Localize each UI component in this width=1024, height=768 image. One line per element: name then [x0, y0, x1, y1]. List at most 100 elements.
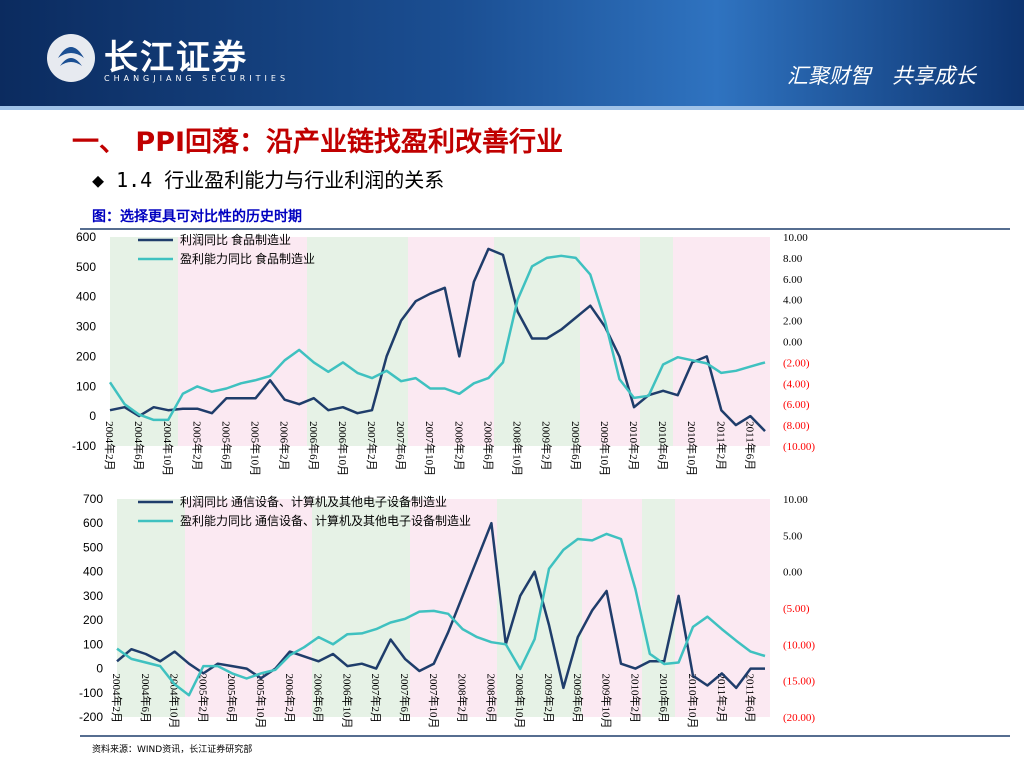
x-tick-label: 2010年2月	[628, 674, 642, 724]
series-line	[109, 247, 766, 432]
x-tick-label: 2005年6月	[219, 421, 233, 471]
title: 一、 PPI回落：沿产业链找盈利改善行业	[72, 127, 564, 158]
header-strip	[0, 106, 1024, 110]
series-line	[116, 521, 765, 690]
y2-tick-label: 2.00	[783, 316, 803, 328]
x-tick-label: 2007年6月	[398, 674, 412, 724]
period-band	[497, 499, 582, 717]
x-tick-label: 2007年2月	[369, 674, 383, 724]
series-line	[116, 532, 766, 697]
x-tick-label: 2007年2月	[365, 421, 379, 471]
period-band	[312, 499, 410, 717]
x-tick-label: 2011年6月	[743, 421, 757, 470]
x-tick-label: 2006年10月	[336, 421, 350, 476]
x-tick-label: 2010年10月	[685, 421, 699, 476]
x-tick-label: 2007年6月	[394, 421, 408, 471]
y-tick-label: 600	[83, 516, 103, 530]
x-tick-label: 2008年6月	[484, 674, 498, 724]
y2-tick-label: (10.00)	[783, 441, 815, 453]
header	[0, 0, 1024, 106]
y2-tick-label: 0.00	[783, 567, 803, 579]
y-tick-label: 0	[89, 409, 96, 423]
x-tick-label: 2004年10月	[161, 421, 175, 476]
x-tick-label: 2006年2月	[278, 421, 292, 471]
slogan: 汇聚财智 共享成长	[787, 64, 976, 88]
period-band	[117, 499, 185, 717]
y-tick-label: 500	[76, 260, 96, 274]
series-line	[108, 254, 766, 422]
y-tick-label: 200	[83, 613, 103, 627]
x-tick-label: 2011年2月	[715, 674, 729, 723]
y-tick-label: 100	[83, 637, 103, 651]
x-tick-label: 2008年6月	[481, 421, 495, 471]
source: 资料来源：WIND资讯，长江证券研究部	[92, 745, 253, 755]
period-band	[675, 499, 770, 717]
y2-tick-label: (2.00)	[783, 357, 810, 369]
y2-tick-label: (4.00)	[783, 378, 810, 390]
x-tick-label: 2011年2月	[714, 421, 728, 470]
period-band	[673, 237, 770, 446]
period-band	[640, 237, 673, 446]
x-tick-label: 2004年10月	[168, 674, 182, 729]
y-tick-label: 200	[76, 349, 96, 363]
x-tick-label: 2010年10月	[686, 674, 700, 729]
logo-text: 长江证券	[104, 38, 248, 78]
x-tick-label: 2005年2月	[196, 674, 210, 724]
y-tick-label: 300	[76, 320, 96, 334]
x-tick-label: 2008年2月	[456, 674, 470, 724]
subtitle: ◆ 1.4 行业盈利能力与行业利润的关系	[92, 168, 445, 192]
x-tick-label: 2011年6月	[744, 674, 758, 723]
y-tick-label: 300	[83, 589, 103, 603]
y2-tick-label: 0.00	[783, 337, 803, 349]
y2-tick-label: 4.00	[783, 295, 803, 307]
x-tick-label: 2010年6月	[657, 674, 671, 724]
x-tick-label: 2006年2月	[283, 674, 297, 724]
x-tick-label: 2009年6月	[569, 421, 583, 471]
y-tick-label: -200	[79, 710, 103, 724]
x-tick-label: 2004年2月	[110, 674, 124, 724]
y2-tick-label: (6.00)	[783, 399, 810, 411]
x-tick-label: 2010年2月	[627, 421, 641, 471]
x-tick-label: 2009年10月	[600, 674, 614, 729]
logo-icon	[47, 34, 95, 82]
legend-label: 盈利能力同比 食品制造业	[180, 251, 315, 266]
x-tick-label: 2009年6月	[571, 674, 585, 724]
period-band	[178, 237, 307, 446]
y-tick-label: 400	[76, 290, 96, 304]
y2-tick-label: 6.00	[783, 274, 803, 286]
legend-label: 利润同比 通信设备、计算机及其他电子设备制造业	[180, 494, 447, 509]
legend-label: 利润同比 食品制造业	[180, 232, 291, 247]
y2-tick-label: (15.00)	[783, 676, 815, 688]
x-tick-label: 2009年2月	[542, 674, 556, 724]
caption: 图：选择更具可对比性的历史时期	[92, 209, 302, 225]
y2-tick-label: (5.00)	[783, 603, 810, 615]
period-band	[185, 499, 312, 717]
y2-tick-label: 10.00	[783, 232, 808, 244]
x-tick-label: 2005年2月	[190, 421, 204, 471]
y2-tick-label: 10.00	[783, 494, 808, 506]
y-tick-label: 700	[83, 492, 103, 506]
x-tick-label: 2005年10月	[249, 421, 263, 476]
y-tick-label: 400	[83, 565, 103, 579]
y2-tick-label: (20.00)	[783, 712, 815, 724]
x-tick-label: 2006年6月	[307, 421, 321, 471]
y2-tick-label: 8.00	[783, 253, 803, 265]
x-tick-label: 2007年10月	[423, 421, 437, 476]
y-tick-label: 500	[83, 540, 103, 554]
period-band	[307, 237, 408, 446]
x-tick-label: 2009年2月	[540, 421, 554, 471]
x-tick-label: 2009年10月	[598, 421, 612, 476]
x-tick-label: 2008年10月	[513, 674, 527, 729]
x-tick-label: 2006年6月	[312, 674, 326, 724]
period-band	[408, 237, 494, 446]
y2-tick-label: (10.00)	[783, 639, 815, 651]
x-tick-label: 2004年6月	[132, 421, 146, 471]
x-tick-label: 2010年6月	[656, 421, 670, 471]
period-band	[110, 237, 178, 446]
logo-subtext: CHANGJIANG SECURITIES	[104, 74, 290, 83]
x-tick-label: 2008年10月	[511, 421, 525, 476]
x-tick-label: 2004年6月	[139, 674, 153, 724]
period-band	[642, 499, 675, 717]
